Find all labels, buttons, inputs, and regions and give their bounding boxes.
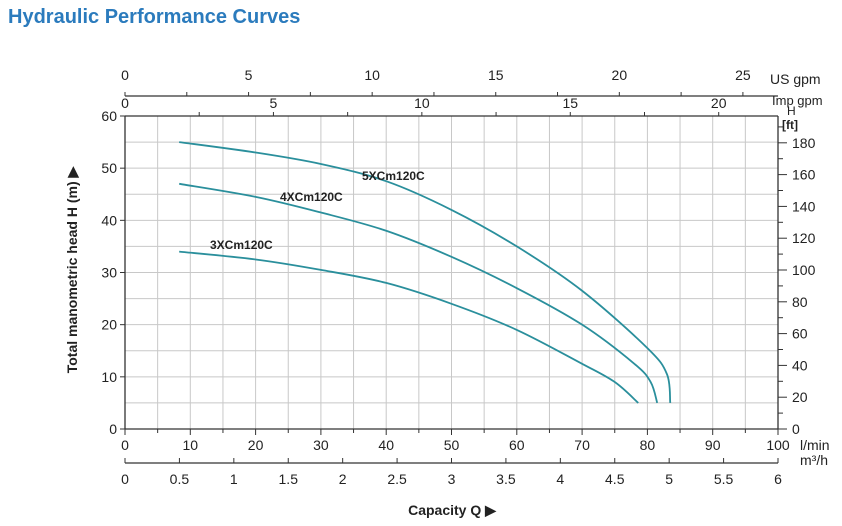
y-tick-label: 30 <box>101 265 117 281</box>
ft-unit-label: [ft] <box>782 118 798 132</box>
m3h-tick-label: 2 <box>339 471 347 487</box>
y-tick-label: 60 <box>101 108 117 124</box>
us-gpm-tick-label: 15 <box>488 67 504 83</box>
ft-axis-title: H <box>787 104 796 118</box>
m3h-tick-label: 5.5 <box>714 471 734 487</box>
us-gpm-tick-label: 10 <box>364 67 380 83</box>
m3h-unit-label: m³/h <box>800 452 828 468</box>
imp-gpm-tick-label: 0 <box>121 95 129 111</box>
x-tick-label: 30 <box>313 437 329 453</box>
series-line-5xcm120c <box>179 141 672 404</box>
x-tick-label: 80 <box>640 437 656 453</box>
imp-gpm-tick-label: 5 <box>270 95 278 111</box>
ft-tick-label: 180 <box>792 135 816 151</box>
y-tick-label: 0 <box>109 421 117 437</box>
us-gpm-tick-label: 25 <box>735 67 751 83</box>
y-tick-label: 40 <box>101 212 117 228</box>
us-gpm-tick-label: 20 <box>612 67 628 83</box>
x-tick-label: 50 <box>444 437 460 453</box>
m3h-tick-label: 4.5 <box>605 471 625 487</box>
us-gpm-tick-label: 0 <box>121 67 129 83</box>
m3h-tick-label: 3 <box>448 471 456 487</box>
ft-tick-label: 20 <box>792 389 808 405</box>
x-tick-label: 90 <box>705 437 721 453</box>
series-label: 5XCm120C <box>362 169 425 183</box>
y-tick-label: 50 <box>101 160 117 176</box>
ft-tick-label: 120 <box>792 230 816 246</box>
y-axis-title: Total manometric head H (m) ▶ <box>64 166 80 374</box>
ft-tick-label: 0 <box>792 421 800 437</box>
x-tick-label: 0 <box>121 437 129 453</box>
imp-gpm-tick-label: 10 <box>414 95 430 111</box>
x-tick-label: 10 <box>183 437 199 453</box>
ft-tick-label: 80 <box>792 294 808 310</box>
x-tick-label: 100 <box>766 437 790 453</box>
series-label: 3XCm120C <box>210 238 273 252</box>
y-tick-label: 10 <box>101 369 117 385</box>
m3h-tick-label: 0.5 <box>170 471 190 487</box>
imp-gpm-tick-label: 15 <box>562 95 578 111</box>
m3h-tick-label: 6 <box>774 471 782 487</box>
chart-title: Hydraulic Performance Curves <box>8 6 301 28</box>
m3h-tick-label: 0 <box>121 471 129 487</box>
y-tick-label: 20 <box>101 317 117 333</box>
ft-tick-label: 40 <box>792 357 808 373</box>
ft-tick-label: 140 <box>792 198 816 214</box>
x-unit-label: l/min <box>800 437 830 453</box>
x-tick-label: 60 <box>509 437 525 453</box>
us-gpm-unit-label: US gpm <box>770 71 821 87</box>
m3h-tick-label: 2.5 <box>387 471 407 487</box>
imp-gpm-tick-label: 20 <box>711 95 727 111</box>
imp-gpm-unit-label: Imp gpm <box>772 93 823 108</box>
series-line-3xcm120c <box>179 250 639 404</box>
us-gpm-tick-label: 5 <box>245 67 253 83</box>
x-tick-label: 70 <box>574 437 590 453</box>
m3h-tick-label: 1 <box>230 471 238 487</box>
ft-tick-label: 160 <box>792 167 816 183</box>
series-label: 4XCm120C <box>280 190 343 204</box>
m3h-tick-label: 3.5 <box>496 471 516 487</box>
series-line-4xcm120c <box>179 182 659 404</box>
m3h-tick-label: 4 <box>556 471 564 487</box>
ft-tick-label: 100 <box>792 262 816 278</box>
x-axis-title: Capacity Q ▶ <box>408 502 497 518</box>
x-tick-label: 40 <box>378 437 394 453</box>
m3h-tick-label: 1.5 <box>279 471 299 487</box>
m3h-tick-label: 5 <box>665 471 673 487</box>
x-tick-label: 20 <box>248 437 264 453</box>
ft-tick-label: 60 <box>792 326 808 342</box>
